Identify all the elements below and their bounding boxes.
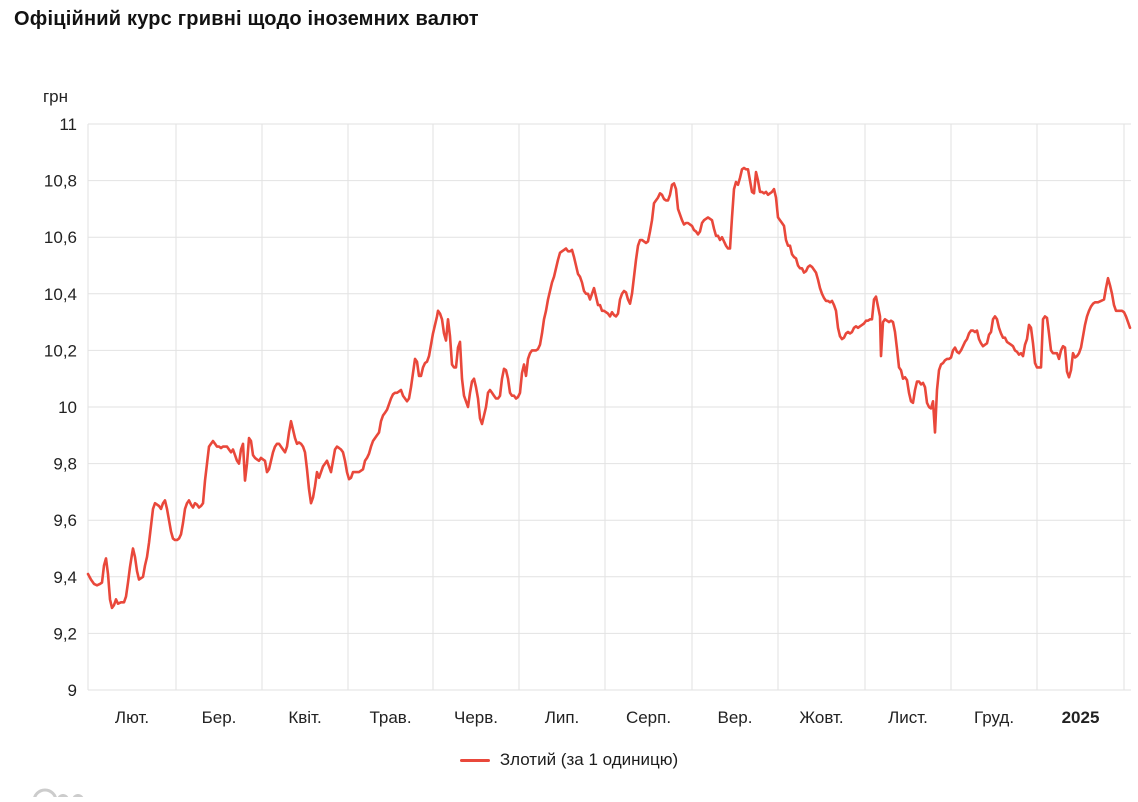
y-tick-label: 9,6 [53,511,77,530]
y-tick-label: 10,2 [44,341,77,360]
x-tick-label: Лют. [115,708,149,727]
x-tick-label: Груд. [974,708,1014,727]
x-tick-label: Жовт. [799,708,843,727]
x-tick-label: Вер. [718,708,753,727]
y-tick-label: 9 [68,681,77,700]
x-tick-label: Лист. [888,708,928,727]
x-tick-label: Трав. [369,708,411,727]
y-axis-unit-label: грн [43,87,68,106]
x-tick-label: Квіт. [288,708,321,727]
watermark-logo-arc [32,788,58,802]
y-tick-label: 9,2 [53,624,77,643]
x-tick-label: Черв. [454,708,498,727]
y-tick-label: 10 [58,398,77,417]
y-tick-label: 10,8 [44,172,77,191]
x-tick-label: Бер. [202,708,237,727]
y-tick-label: 11 [59,115,77,134]
legend[interactable]: Злотий (за 1 одиницю) [0,750,1138,770]
page-title: Офіційний курс гривні щодо іноземних вал… [14,8,479,30]
y-tick-label: 9,4 [53,568,77,587]
x-tick-label: Лип. [545,708,580,727]
x-tick-label: Серп. [626,708,671,727]
legend-line-swatch [459,758,490,762]
legend-label: Злотий (за 1 одиницю) [499,750,679,769]
series-line-zloty[interactable] [86,166,1132,610]
y-tick-label: 10,6 [44,228,77,247]
y-tick-label: 10,4 [44,285,77,304]
x-tick-label: 2025 [1062,708,1100,727]
y-tick-label: 9,8 [53,455,77,474]
